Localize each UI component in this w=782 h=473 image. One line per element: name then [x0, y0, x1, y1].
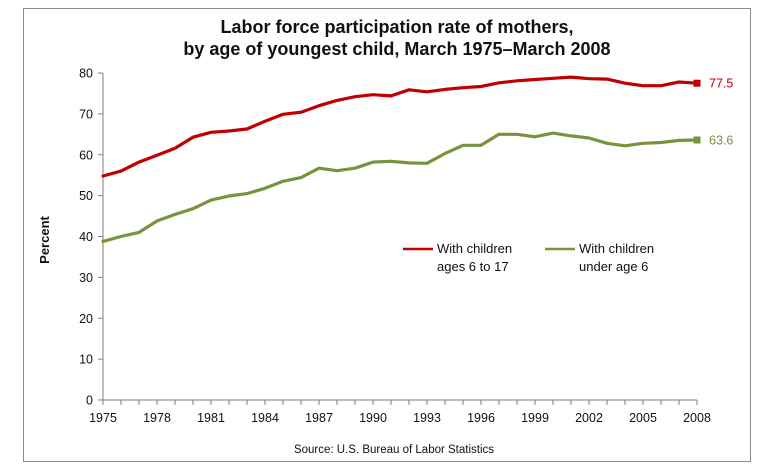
chart-title-line-2: by age of youngest child, March 1975–Mar… — [183, 39, 610, 59]
y-tick-label: 10 — [79, 353, 93, 367]
y-tick-label: 70 — [79, 107, 93, 121]
source-note: Source: U.S. Bureau of Labor Statistics — [294, 444, 494, 456]
x-tick-label: 1999 — [521, 411, 549, 425]
y-tick-label: 50 — [79, 189, 93, 203]
x-tick-label: 1987 — [305, 411, 333, 425]
y-axis-label: Percent — [37, 215, 52, 263]
legend-label-series-2-line-2: under age 6 — [579, 259, 648, 274]
series-end-marker-2 — [693, 136, 701, 144]
x-tick-label: 1978 — [143, 411, 171, 425]
chart-title-line-1: Labor force participation rate of mother… — [220, 17, 573, 37]
legend-label-series-1-line-1: With children — [437, 241, 512, 256]
axes: 0 10 20 30 40 50 60 70 80 1975 1978 1981 1984 1987 199… — [79, 67, 711, 426]
x-tick-label: 1993 — [413, 411, 441, 425]
legend-label-series-2-line-1: With children — [579, 241, 654, 256]
x-tick-label: 2008 — [683, 411, 711, 425]
series-end-marker-1 — [693, 79, 701, 87]
series-end-label-1: 77.5 — [709, 77, 733, 91]
legend: With children ages 6 to 17 With children… — [403, 241, 654, 274]
y-tick-label: 80 — [79, 67, 93, 81]
y-tick-label: 40 — [79, 230, 93, 244]
x-tick-label: 1996 — [467, 411, 495, 425]
x-tick-label: 1981 — [197, 411, 225, 425]
x-tick-label: 1975 — [89, 411, 117, 425]
y-tick-label: 20 — [79, 312, 93, 326]
x-tick-label: 2005 — [629, 411, 657, 425]
legend-label-series-1-line-2: ages 6 to 17 — [437, 259, 509, 274]
y-tick-label: 0 — [86, 394, 93, 408]
y-tick-label: 60 — [79, 148, 93, 162]
series-line-1 — [101, 75, 699, 178]
series-layer: 77.5 63.6 — [101, 75, 733, 243]
y-tick-label: 30 — [79, 271, 93, 285]
x-tick-label: 1984 — [251, 411, 279, 425]
x-tick-label: 2002 — [575, 411, 603, 425]
x-tick-label: 1990 — [359, 411, 387, 425]
series-end-label-2: 63.6 — [709, 134, 733, 148]
series-line-2 — [101, 131, 699, 243]
